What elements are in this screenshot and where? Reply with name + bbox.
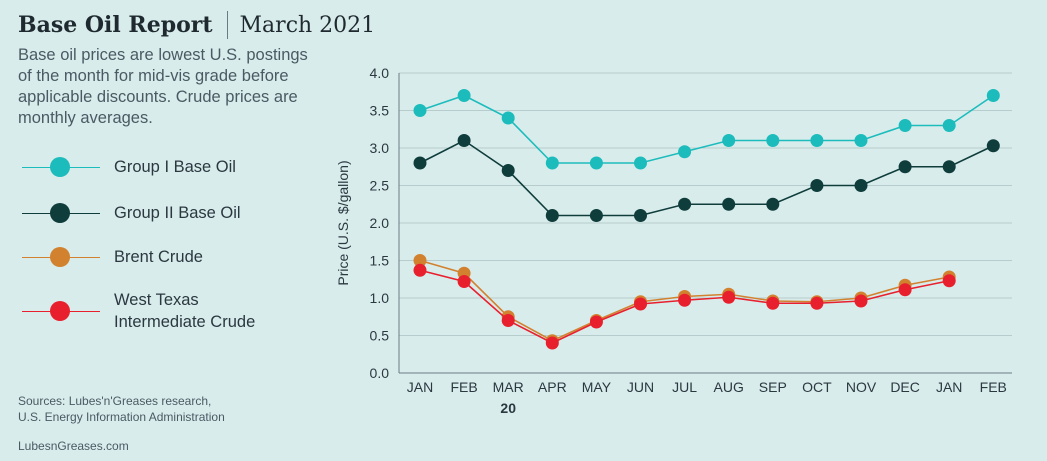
- series-point-3: [810, 296, 824, 310]
- series-point-3: [545, 336, 559, 350]
- title-divider: [226, 11, 228, 39]
- x-tick-label: FEB: [980, 379, 1007, 395]
- series-point-1: [457, 134, 471, 147]
- series-point-0: [589, 156, 603, 170]
- sources-line-1: Sources: Lubes'n'Greases research,: [18, 394, 212, 408]
- legend-item-group1: Group I Base Oil: [22, 152, 236, 182]
- series-point-3: [766, 296, 780, 310]
- legend-item-group2: Group II Base Oil: [22, 198, 241, 228]
- x-tick-label: NOV: [846, 379, 877, 395]
- series-point-3: [589, 315, 603, 329]
- series-point-3: [898, 283, 912, 297]
- legend-swatch-group1: [22, 152, 100, 182]
- report-date: March 2021: [239, 12, 376, 38]
- series-point-1: [810, 179, 824, 192]
- sources-note: Sources: Lubes'n'Greases research, U.S. …: [18, 393, 225, 425]
- legend-swatch-group2: [22, 198, 100, 228]
- series-point-0: [766, 134, 780, 147]
- series-point-0: [634, 156, 647, 170]
- x-tick-label: APR: [538, 379, 567, 395]
- legend-item-brent: Brent Crude: [22, 242, 203, 272]
- series-point-0: [457, 89, 471, 102]
- series-line-0: [419, 94, 994, 164]
- y-tick-label: 0.0: [370, 365, 390, 381]
- series-point-1: [634, 209, 647, 222]
- x-tick-label: DEC: [890, 379, 920, 395]
- series-point-0: [678, 145, 692, 159]
- legend-swatch-wti: [22, 296, 100, 326]
- series-point-0: [545, 156, 559, 170]
- legend-label-brent: Brent Crude: [114, 248, 203, 266]
- y-tick-label: 0.5: [370, 328, 390, 344]
- x-tick-label: JAN: [407, 379, 433, 395]
- legend-swatch-brent: [22, 242, 100, 272]
- y-tick-label: 3.5: [370, 103, 390, 119]
- y-tick-label: 4.0: [370, 65, 390, 81]
- series-point-0: [854, 134, 868, 147]
- x-tick-label: OCT: [802, 379, 832, 395]
- series-point-3: [678, 293, 692, 307]
- series-point-0: [722, 134, 736, 147]
- legend-label-group2: Group II Base Oil: [114, 204, 241, 222]
- series-point-1: [501, 164, 515, 177]
- series-point-3: [501, 314, 515, 327]
- y-tick-label: 1.5: [370, 253, 390, 269]
- series-point-3: [413, 263, 427, 277]
- series-point-3: [854, 294, 868, 308]
- series-point-2: [413, 254, 427, 267]
- y-axis-label: Price (U.S. $/gallon): [335, 160, 351, 285]
- x-tick-label: JUN: [627, 379, 654, 395]
- series-point-3: [457, 275, 471, 288]
- series-point-1: [986, 139, 1000, 153]
- series-point-0: [942, 119, 956, 132]
- sources-line-2: U.S. Energy Information Administration: [18, 410, 225, 424]
- y-tick-label: 3.0: [370, 140, 390, 156]
- series-point-0: [986, 89, 1000, 102]
- x-tick-label: MAR: [493, 379, 524, 395]
- site-url: LubesnGreases.com: [18, 439, 129, 453]
- y-tick-label: 2.0: [370, 215, 390, 231]
- series-point-0: [501, 111, 515, 125]
- series-point-3: [722, 290, 736, 304]
- legend-label-wti-line1: West Texas: [114, 291, 199, 309]
- series-point-1: [942, 160, 956, 174]
- legend-label-wti: West Texas Intermediate Crude: [114, 289, 255, 333]
- series-point-1: [898, 160, 912, 174]
- series-line-1: [419, 139, 994, 217]
- series-point-1: [545, 209, 559, 222]
- legend-label-group1: Group I Base Oil: [114, 158, 236, 176]
- report-title: Base Oil Report: [18, 12, 213, 38]
- series-point-3: [634, 297, 647, 311]
- series-point-1: [589, 209, 603, 222]
- series-point-1: [854, 179, 868, 192]
- series-point-0: [413, 104, 427, 117]
- y-tick-label: 1.0: [370, 290, 390, 306]
- x-tick-label: SEP: [759, 379, 787, 395]
- x-tick-label: MAY: [582, 379, 612, 395]
- x-tick-label: JUL: [672, 379, 697, 395]
- series-point-1: [678, 197, 692, 211]
- legend-item-wti: West Texas Intermediate Crude: [22, 289, 255, 333]
- x-tick-label: FEB: [450, 379, 477, 395]
- x-tick-label: JAN: [936, 379, 962, 395]
- series-point-0: [898, 119, 912, 132]
- series-point-3: [942, 274, 956, 288]
- series-point-1: [766, 197, 780, 211]
- series-point-1: [413, 156, 427, 170]
- chart-description: Base oil prices are lowest U.S. postings…: [18, 46, 308, 127]
- legend-label-wti-line2: Intermediate Crude: [114, 313, 256, 331]
- x-tick-label: AUG: [714, 379, 744, 395]
- y-tick-label: 2.5: [370, 178, 390, 194]
- series-point-0: [810, 134, 824, 147]
- x-year-label: 20: [500, 400, 516, 416]
- series-point-1: [722, 197, 736, 211]
- report-header: Base Oil Report March 2021: [18, 8, 375, 42]
